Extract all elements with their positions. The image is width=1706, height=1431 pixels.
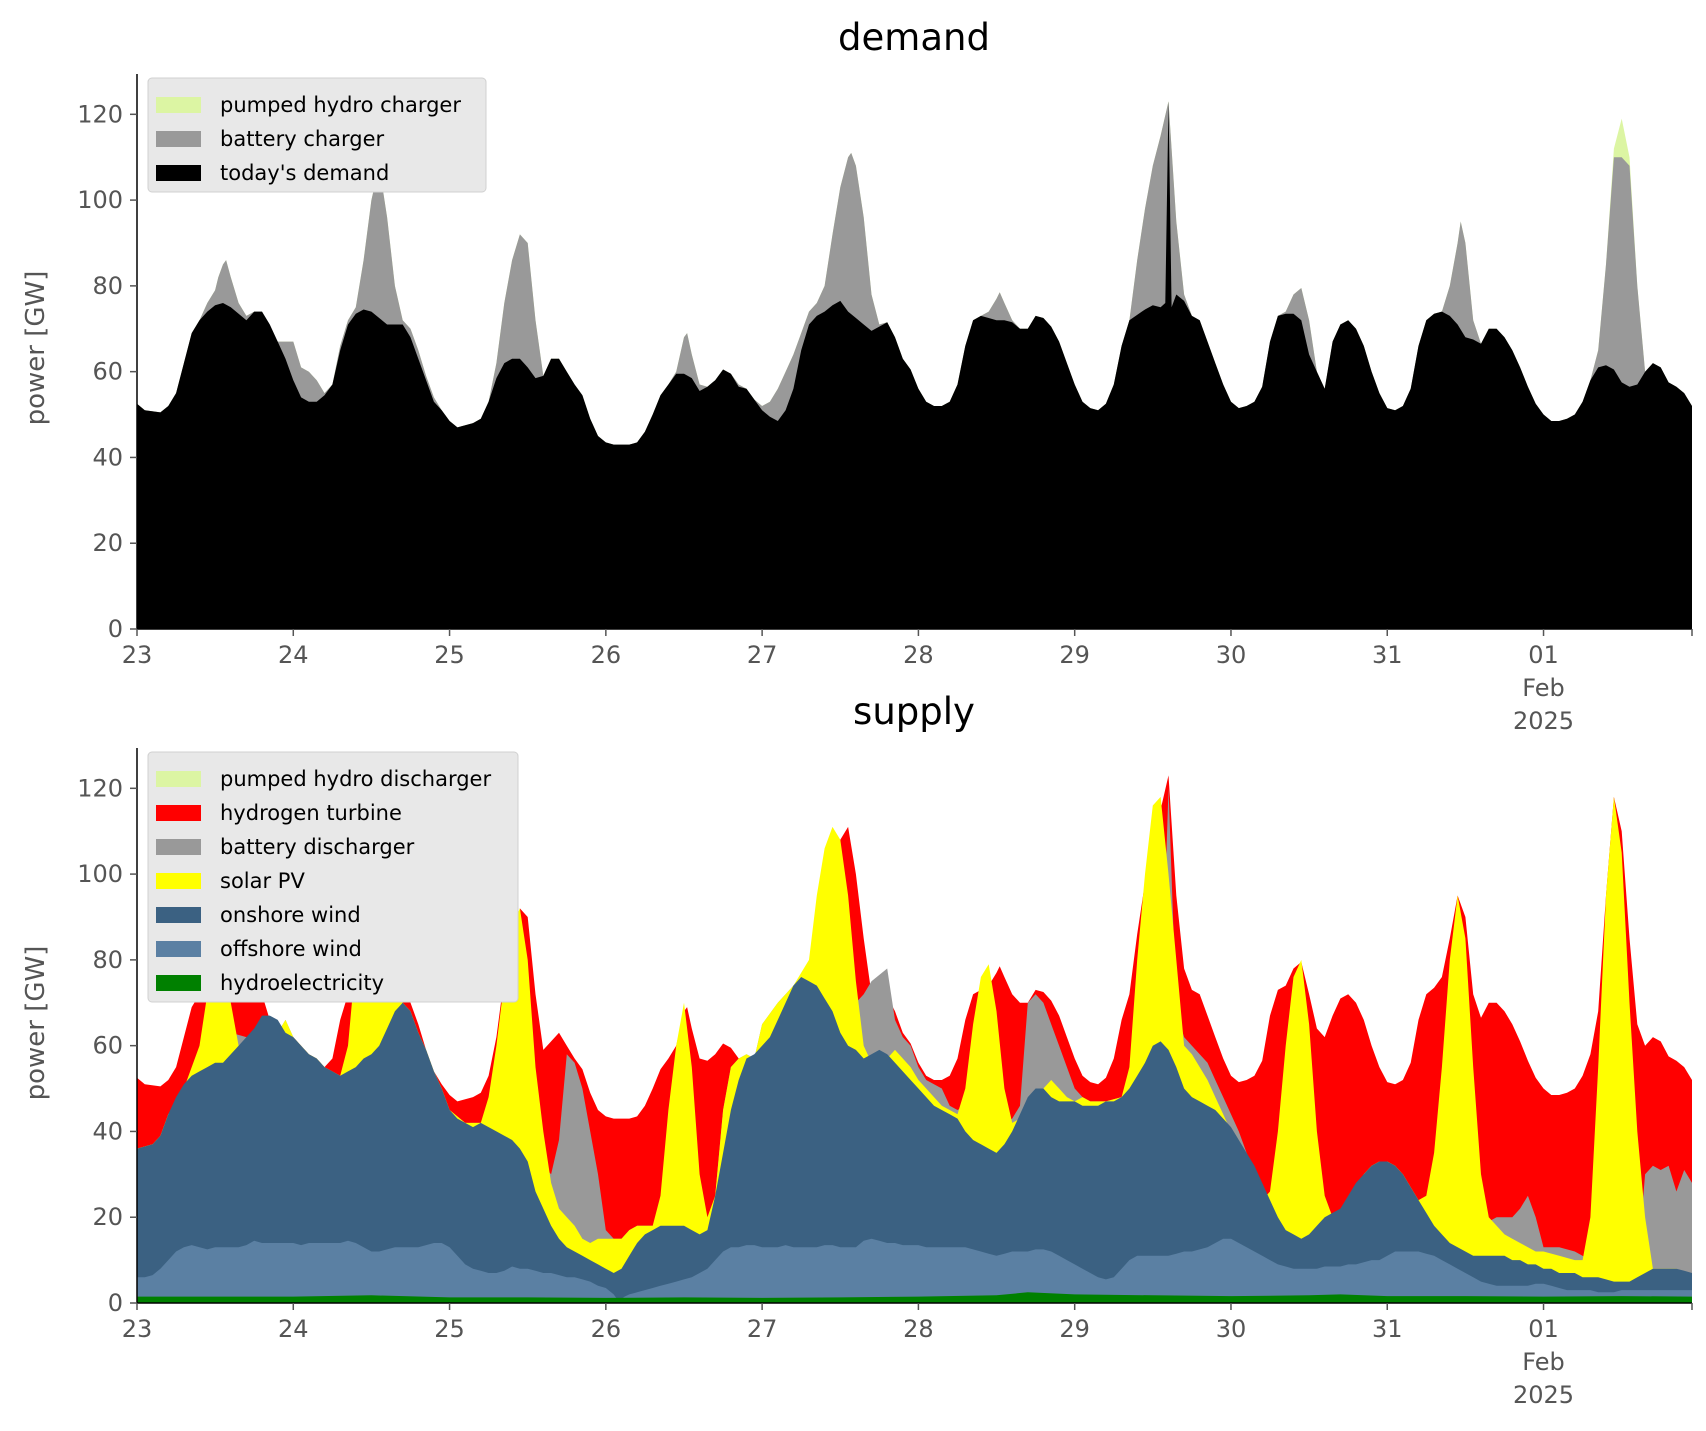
legend-swatch-pumped-hydro-charger — [156, 97, 201, 113]
legend-label: battery discharger — [220, 835, 415, 859]
y-tick-label: 120 — [77, 774, 123, 802]
chart-title: supply — [853, 690, 975, 733]
demand-panel: demand power [GW] 0 20 40 60 80 100 120 23 24 25 2… — [21, 16, 1693, 735]
x-tick-label: 01 — [1528, 641, 1559, 669]
y-axis-label: power [GW] — [21, 271, 51, 426]
y-tick-label: 20 — [92, 529, 123, 557]
y-axis-label: power [GW] — [21, 946, 51, 1101]
y-tick-label: 100 — [77, 860, 123, 888]
legend-label: hydroelectricity — [220, 971, 384, 995]
x-tick-label: 24 — [278, 1315, 309, 1343]
x-tick-label: 01 — [1528, 1315, 1559, 1343]
supply-panel: supply power [GW] 0 20 40 60 80 100 120 23 24 25 2… — [21, 690, 1693, 1409]
y-tick-label: 60 — [92, 1032, 123, 1060]
y-tick-label: 80 — [92, 272, 123, 300]
x-tick-label: 28 — [903, 641, 934, 669]
y-tick-label: 20 — [92, 1203, 123, 1231]
legend-swatch-pumped-hydro-discharger — [156, 771, 201, 787]
x-tick-label: 24 — [278, 641, 309, 669]
legend-swatch-hydroelectricity — [156, 975, 201, 991]
x-tick-label: 26 — [591, 641, 622, 669]
y-tick-label: 100 — [77, 186, 123, 214]
x-tick-label: 31 — [1372, 1315, 1403, 1343]
x-tick-label: 29 — [1059, 1315, 1090, 1343]
area-series-group — [137, 775, 1692, 1303]
y-tick-label: 80 — [92, 946, 123, 974]
y-tick-label: 0 — [108, 1289, 123, 1317]
area-onshore-wind — [137, 977, 1692, 1303]
y-tick-label: 40 — [92, 1117, 123, 1145]
area-series-group — [137, 101, 1692, 629]
axes: 0 20 40 60 80 100 120 23 24 25 26 27 28 29 30 31 01 Feb 20… — [77, 748, 1693, 1409]
legend-swatch-battery-discharger — [156, 839, 201, 855]
y-tick-label: 60 — [92, 358, 123, 386]
legend-swatch-solar-pv — [156, 873, 201, 889]
legend-box — [147, 751, 519, 1003]
area-offshore-wind — [137, 1238, 1692, 1303]
x-tick-year-label: 2025 — [1513, 707, 1574, 735]
axes: 0 20 40 60 80 100 120 23 24 25 26 27 28 29 30 31 01 Feb 20… — [77, 74, 1693, 735]
legend-label: pumped hydro charger — [220, 93, 461, 117]
legend-label: onshore wind — [220, 903, 361, 927]
x-tick-label: 31 — [1372, 641, 1403, 669]
chart-title: demand — [838, 16, 990, 59]
x-tick-label: 27 — [747, 641, 778, 669]
legend-swatch-battery-charger — [156, 131, 201, 147]
legend-swatch-onshore-wind — [156, 907, 201, 923]
legend-swatch-today-s-demand — [156, 165, 201, 181]
x-tick-label: 28 — [903, 1315, 934, 1343]
x-tick-label: 26 — [591, 1315, 622, 1343]
legend-label: offshore wind — [220, 937, 362, 961]
x-tick-label: 30 — [1216, 641, 1247, 669]
legend-label: today's demand — [220, 161, 389, 185]
x-tick-label: 25 — [434, 1315, 465, 1343]
y-tick-label: 120 — [77, 100, 123, 128]
x-tick-year-label: 2025 — [1513, 1381, 1574, 1409]
x-tick-label: 23 — [122, 641, 153, 669]
x-tick-label: 27 — [747, 1315, 778, 1343]
x-tick-label: 23 — [122, 1315, 153, 1343]
legend-swatch-offshore-wind — [156, 941, 201, 957]
legend-box — [147, 77, 487, 193]
x-tick-month-label: Feb — [1522, 674, 1565, 702]
legend-swatch-hydrogen-turbine — [156, 805, 201, 821]
legend: pumped hydro charger battery charger today… — [147, 77, 487, 193]
legend-label: hydrogen turbine — [220, 801, 402, 825]
x-tick-label: 30 — [1216, 1315, 1247, 1343]
legend-label: solar PV — [220, 869, 305, 893]
y-tick-label: 0 — [108, 615, 123, 643]
y-tick-label: 40 — [92, 443, 123, 471]
area-today-s-demand — [137, 101, 1692, 629]
x-tick-month-label: Feb — [1522, 1348, 1565, 1376]
x-tick-label: 29 — [1059, 641, 1090, 669]
legend-label: pumped hydro discharger — [220, 767, 491, 791]
legend-label: battery charger — [220, 127, 385, 151]
area-hydroelectricity — [137, 1292, 1692, 1303]
x-tick-label: 25 — [434, 641, 465, 669]
legend: pumped hydro discharger hydrogen turbine b… — [147, 751, 519, 1003]
